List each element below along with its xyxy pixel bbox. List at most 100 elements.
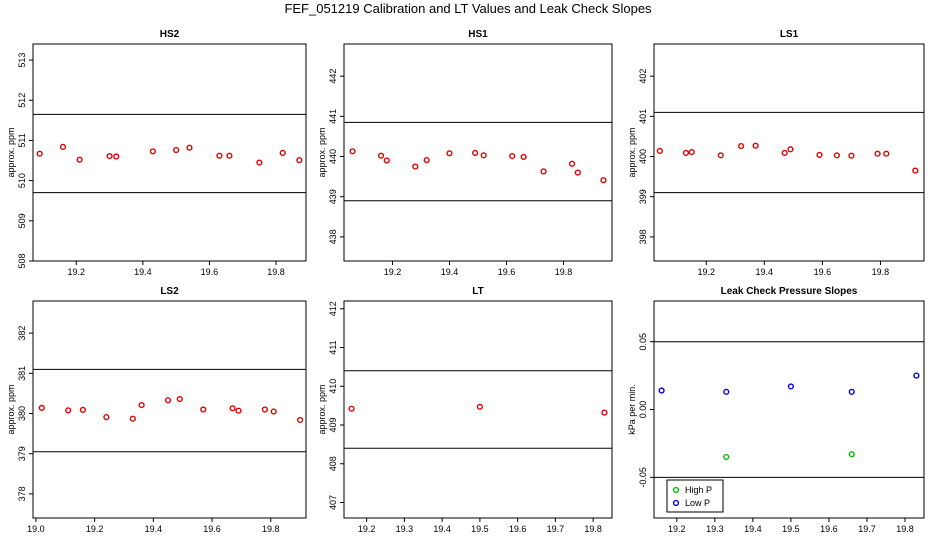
data-point (129, 415, 136, 422)
data-point (256, 159, 263, 166)
data-point (176, 395, 183, 403)
legend-marker (672, 499, 680, 507)
x-tick-label: 19.8 (896, 524, 914, 534)
panel-title: Leak Check Pressure Slopes (721, 286, 858, 297)
y-tick-label: -0.05 (638, 467, 648, 488)
y-axis-label: approx. ppm (317, 384, 327, 434)
data-point (113, 153, 120, 160)
y-axis-label: approx. ppm (6, 127, 16, 177)
chart-panel-4: LS2 19.0 19.2 19.4 19.6 19.8 378 379 380 381 382 ap… (6, 286, 307, 534)
data-point (752, 142, 759, 149)
x-tick-label: 19.6 (201, 267, 219, 277)
data-point (296, 157, 303, 164)
data-point (480, 152, 487, 159)
plot-frame (343, 43, 613, 262)
panel-title: LS1 (780, 29, 799, 40)
data-point (658, 387, 665, 394)
y-tick-label: 440 (328, 149, 338, 164)
y-axis-label: approx. ppm (317, 127, 327, 177)
y-axis-label: approx. ppm (6, 384, 16, 434)
y-tick-label: 439 (328, 189, 338, 204)
data-point (600, 177, 607, 184)
x-tick-label: 19.7 (547, 524, 565, 534)
y-tick-label: 511 (17, 133, 27, 147)
x-tick-label: 19.6 (820, 524, 838, 534)
y-tick-label: 409 (328, 417, 338, 432)
data-point (348, 405, 355, 412)
x-tick-label: 19.2 (86, 524, 104, 534)
y-tick-label: 407 (328, 495, 338, 510)
data-point (568, 160, 576, 167)
data-point (520, 153, 527, 161)
x-tick-label: 19.8 (872, 267, 890, 277)
data-point (874, 150, 881, 157)
data-point (79, 406, 87, 414)
data-point (833, 152, 841, 159)
data-point (412, 163, 419, 170)
chart-panel-5: LT 19.2 19.3 19.4 19.5 19.6 19.7 19.8 407 408 409 4… (317, 286, 613, 534)
data-point (476, 403, 483, 410)
legend-box (666, 479, 724, 513)
x-tick-label: 19.4 (433, 524, 451, 534)
data-point (103, 414, 110, 421)
y-tick-label: 402 (638, 69, 648, 84)
data-point (164, 397, 172, 404)
data-point (656, 147, 663, 154)
x-tick-label: 19.2 (384, 267, 402, 277)
data-point (781, 149, 788, 157)
data-point (848, 451, 855, 458)
y-tick-label: 509 (17, 213, 27, 228)
y-tick-label: 512 (17, 93, 27, 108)
data-point (229, 405, 236, 412)
data-point (717, 152, 724, 159)
data-point (76, 156, 83, 163)
panel-title: LS2 (160, 286, 179, 297)
data-point (509, 153, 516, 160)
x-tick-label: 19.3 (396, 524, 414, 534)
y-tick-label: 408 (328, 456, 338, 471)
y-tick-label: 442 (328, 69, 338, 84)
x-tick-label: 19.4 (134, 267, 152, 277)
plot-frame (653, 43, 925, 262)
x-tick-label: 19.2 (697, 267, 715, 277)
data-point (59, 143, 67, 150)
chart-panel-1: HS2 19.2 19.4 19.6 19.8 508 509 510 511 512 513 app… (6, 29, 307, 277)
data-point (65, 407, 72, 414)
y-tick-label: 382 (17, 326, 27, 341)
data-point (913, 372, 920, 379)
y-tick-label: 410 (328, 379, 338, 394)
data-point (235, 407, 242, 414)
legend-label: High P (685, 485, 712, 495)
data-point (472, 149, 479, 157)
data-point (186, 144, 193, 151)
y-tick-label: 398 (638, 229, 648, 244)
chart-panel-3: LS1 19.2 19.4 19.6 19.8 398 399 400 401 402 approx… (627, 29, 925, 277)
x-tick-label: 19.8 (262, 524, 280, 534)
data-point (261, 406, 269, 413)
y-tick-label: 400 (638, 149, 648, 164)
data-point (883, 150, 890, 157)
data-point (574, 169, 581, 176)
data-point (270, 408, 277, 415)
y-tick-label: 0.00 (638, 401, 648, 419)
x-tick-label: 19.5 (782, 524, 800, 534)
data-point (848, 388, 855, 395)
x-tick-label: 19.2 (68, 267, 86, 277)
y-axis-label: kPa per min. (627, 384, 637, 435)
data-point (723, 388, 730, 395)
y-tick-label: 508 (17, 253, 27, 268)
data-point (540, 168, 547, 175)
data-point (36, 150, 43, 157)
data-point (297, 416, 304, 424)
x-tick-label: 19.2 (668, 524, 686, 534)
x-tick-label: 19.6 (498, 267, 516, 277)
y-tick-label: 441 (328, 109, 338, 124)
data-point (383, 157, 390, 164)
data-point (787, 146, 794, 153)
data-point (138, 401, 145, 409)
y-tick-label: 438 (328, 229, 338, 244)
data-point (200, 406, 207, 413)
data-point (349, 148, 356, 155)
data-point (423, 157, 430, 164)
